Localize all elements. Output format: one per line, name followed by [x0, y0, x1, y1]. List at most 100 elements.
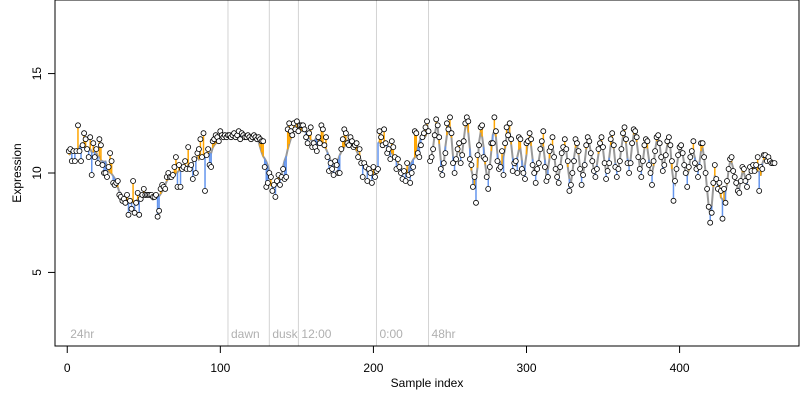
x-tick-label: 300: [516, 361, 536, 375]
data-point: [649, 181, 655, 188]
data-point: [237, 136, 244, 143]
data-point: [701, 154, 707, 161]
data-point: [690, 138, 697, 145]
data-point: [479, 122, 486, 129]
data-point: [508, 136, 515, 143]
data-point: [606, 160, 613, 167]
data-point: [744, 183, 750, 190]
data-point: [460, 138, 467, 145]
data-point: [169, 172, 176, 178]
x-tick-label: 0: [64, 361, 71, 375]
data-point: [269, 187, 276, 194]
data-point: [603, 176, 609, 182]
data-point: [324, 154, 331, 161]
data-point: [381, 126, 388, 133]
data-point: [549, 134, 556, 141]
data-point: [555, 179, 562, 186]
data-point: [316, 140, 323, 147]
x-tick-label: 400: [670, 361, 690, 375]
data-point: [87, 134, 94, 141]
data-point: [422, 124, 429, 131]
data-point: [293, 118, 300, 125]
data-point: [81, 130, 87, 137]
data-point: [528, 136, 534, 143]
data-point: [684, 183, 691, 190]
data-point: [514, 170, 521, 176]
data-point: [338, 146, 345, 153]
data-point: [673, 166, 680, 172]
data-point: [390, 144, 397, 151]
data-point: [534, 166, 541, 172]
data-point: [416, 154, 423, 161]
region-label: 0:00: [379, 327, 403, 341]
data-point: [535, 160, 542, 167]
data-point: [578, 181, 585, 188]
data-point: [476, 142, 482, 149]
data-point: [545, 174, 551, 180]
data-point: [304, 140, 311, 147]
data-point: [76, 148, 83, 155]
data-point: [359, 174, 366, 180]
data-point: [679, 150, 686, 157]
data-point: [430, 146, 437, 153]
data-points: [65, 114, 778, 226]
data-point: [607, 136, 614, 143]
data-point: [445, 126, 452, 133]
data-point: [295, 128, 302, 135]
data-point: [589, 158, 596, 165]
data-point: [711, 162, 718, 168]
y-tick-label: 10: [30, 166, 44, 180]
data-point: [72, 158, 78, 165]
data-point: [531, 170, 538, 176]
data-point: [127, 197, 133, 204]
data-point: [192, 170, 199, 176]
data-point: [485, 185, 492, 192]
data-point: [417, 142, 424, 149]
data-point: [454, 146, 461, 153]
data-point: [469, 183, 476, 190]
data-point: [564, 158, 571, 165]
data-point: [551, 154, 557, 161]
data-point: [635, 154, 642, 161]
data-point: [542, 164, 548, 170]
data-point: [662, 152, 669, 159]
data-point: [640, 158, 646, 165]
data-point: [745, 174, 752, 180]
data-point: [283, 174, 290, 180]
x-tick-label: 200: [363, 361, 383, 375]
data-point: [274, 178, 280, 184]
data-point: [93, 146, 100, 153]
data-point: [456, 140, 463, 147]
data-point: [99, 162, 106, 168]
data-point: [447, 114, 453, 121]
data-point: [410, 164, 417, 170]
data-point: [632, 128, 639, 135]
data-point: [568, 181, 574, 188]
data-point: [669, 158, 675, 165]
data-point: [741, 166, 747, 172]
data-point: [133, 199, 140, 206]
data-point: [581, 162, 588, 168]
data-point: [202, 187, 208, 194]
data-point: [719, 215, 726, 222]
data-point: [315, 134, 322, 141]
data-point: [448, 130, 455, 137]
data-point: [652, 148, 658, 155]
data-point: [704, 185, 710, 192]
axes: 0 100 200 300 400 5 10 15: [30, 67, 690, 375]
data-point: [626, 170, 632, 176]
data-point: [731, 174, 738, 180]
data-point: [134, 189, 141, 196]
data-point: [154, 213, 161, 220]
data-point: [695, 174, 701, 180]
data-point: [301, 126, 308, 133]
data-point: [721, 185, 727, 192]
data-point: [105, 164, 112, 170]
data-point: [708, 209, 715, 216]
region-label: dawn: [231, 327, 260, 341]
data-point: [753, 162, 759, 168]
data-point: [702, 170, 709, 176]
data-point: [494, 158, 501, 165]
data-point: [280, 166, 287, 172]
data-point: [440, 160, 447, 167]
